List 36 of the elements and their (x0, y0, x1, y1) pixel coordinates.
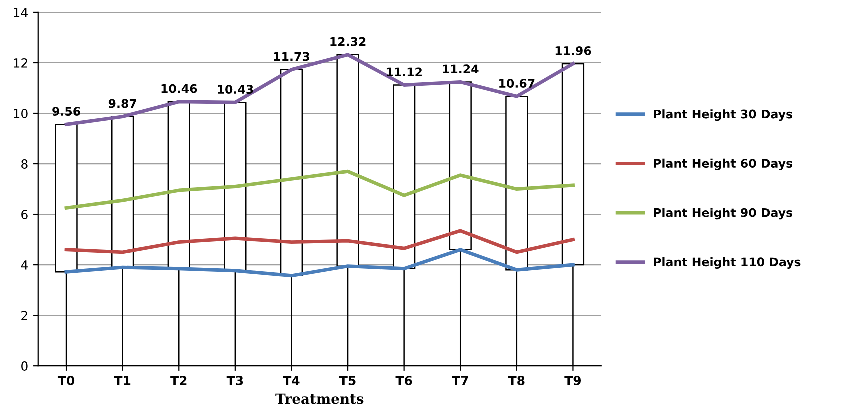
x-tick-label: T6 (396, 376, 412, 386)
x-tick-label: T1 (114, 376, 131, 386)
y-tick-label: 2 (22, 311, 28, 320)
legend-label: Plant Height 90 Days (654, 208, 792, 220)
data-label: 11.73 (274, 52, 310, 62)
line-series (64, 170, 575, 210)
y-tick-label: 0 (22, 362, 28, 372)
x-axis-title: Treatments (276, 394, 364, 404)
x-tick-label: T2 (170, 376, 187, 386)
legend-label: Plant Height 60 Days (654, 158, 792, 170)
data-label: 11.12 (386, 68, 422, 76)
legend-label: Plant Height 30 Days (654, 110, 792, 122)
y-tick-label: 14 (14, 8, 28, 18)
x-tick-label: T3 (226, 376, 244, 386)
legend-label: Plant Height 110 Days (654, 257, 801, 269)
line-series (64, 248, 575, 278)
x-tick-label: T9 (564, 376, 582, 386)
x-tick-label: T4 (283, 376, 300, 386)
y-tick-label: 6 (22, 210, 28, 220)
data-label: 12.32 (330, 37, 366, 46)
data-label: 10.43 (218, 85, 254, 94)
y-tick-label: 12 (14, 58, 28, 68)
x-tick-label: T8 (508, 376, 525, 386)
x-tick-label: T0 (58, 376, 75, 386)
data-label: 10.67 (500, 79, 535, 88)
data-label: 11.96 (556, 46, 592, 56)
x-tick-label: T7 (452, 376, 468, 386)
data-label: 9.56 (52, 107, 80, 116)
x-tick-label: T5 (339, 376, 356, 386)
y-tick-label: 4 (21, 260, 28, 270)
data-label: 11.24 (443, 64, 479, 74)
y-tick-label: 8 (22, 159, 28, 169)
data-label: 9.87 (108, 99, 136, 108)
y-tick-label: 10 (14, 108, 28, 118)
data-label: 10.46 (162, 84, 198, 94)
line-series (64, 229, 575, 254)
